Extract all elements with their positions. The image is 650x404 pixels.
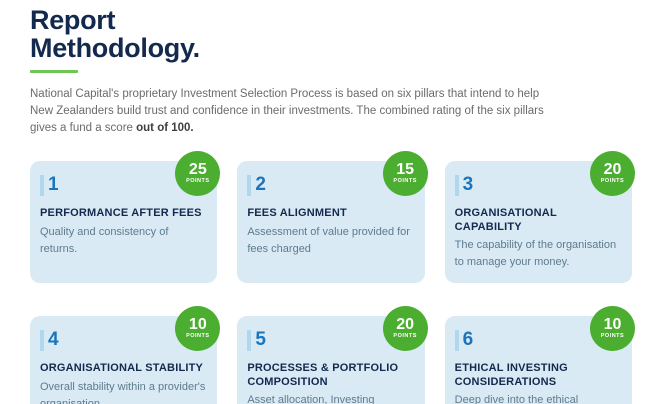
points-badge: 10 POINTS xyxy=(589,306,635,351)
pillar-description: Overall stability within a provider's or… xyxy=(40,380,206,404)
pillar-description: Deep dive into the ethical investing cla… xyxy=(454,394,579,404)
pillar-card-2: 15 POINTS 2 FEES ALIGNMENT Assessment of… xyxy=(237,151,428,283)
pillar-number: 1 xyxy=(48,174,59,195)
pillar-description: Quality and consistency of returns. xyxy=(40,225,169,255)
pillar-number: 6 xyxy=(462,329,474,350)
pillar-description: The capability of the organisation to ma… xyxy=(454,239,617,268)
pillar-title: FEES ALIGNMENT xyxy=(247,207,347,219)
page-title: Report Methodology. xyxy=(30,5,200,63)
points-badge: 20 POINTS xyxy=(382,306,428,351)
points-value: 25 xyxy=(188,161,207,178)
pillars-grid: 25 POINTS 1 PERFORMANCE AFTER FEES Quali… xyxy=(30,151,635,404)
points-badge: 15 POINTS xyxy=(382,151,428,196)
points-value: 10 xyxy=(188,316,207,333)
points-label: POINTS xyxy=(393,178,417,184)
pillar-title: ORGANISATIONAL CAPABILITY xyxy=(454,207,557,233)
points-label: POINTS xyxy=(186,333,210,339)
pillar-number-row: 3 xyxy=(454,174,620,196)
number-accent-bar xyxy=(454,175,459,196)
pillar-number-row: 1 xyxy=(40,174,205,196)
number-accent-bar xyxy=(40,175,44,196)
intro-paragraph: National Capital's proprietary Investmen… xyxy=(30,86,630,137)
points-label: POINTS xyxy=(393,333,417,339)
pillar-description: Assessment of value provided for fees ch… xyxy=(247,225,410,255)
intro-text: National Capital's proprietary Investmen… xyxy=(30,88,544,134)
points-label: POINTS xyxy=(600,178,625,184)
pillar-number: 5 xyxy=(255,329,266,350)
points-badge: 10 POINTS xyxy=(175,306,221,351)
pillar-description: Asset allocation, Investing process and … xyxy=(247,394,375,404)
number-accent-bar xyxy=(454,330,459,351)
pillar-title: ORGANISATIONAL STABILITY xyxy=(40,362,204,374)
pillar-card-4: 10 POINTS 4 ORGANISATIONAL STABILITY Ove… xyxy=(30,306,221,404)
pillar-number-row: 4 xyxy=(40,329,205,351)
pillar-card-3: 20 POINTS 3 ORGANISATIONAL CAPABILITY Th… xyxy=(444,151,635,283)
pillar-card-6: 10 POINTS 6 ETHICAL INVESTING CONSIDERAT… xyxy=(444,306,635,404)
number-accent-bar xyxy=(247,330,252,351)
pillar-number: 4 xyxy=(48,329,59,350)
pillar-card-5: 20 POINTS 5 PROCESSES & PORTFOLIO COMPOS… xyxy=(237,306,428,404)
number-accent-bar xyxy=(247,175,252,196)
intro-bold-text: out of 100. xyxy=(136,122,194,134)
pillar-card-1: 25 POINTS 1 PERFORMANCE AFTER FEES Quali… xyxy=(30,151,221,283)
pillar-title: ETHICAL INVESTING CONSIDERATIONS xyxy=(454,362,568,388)
pillar-number: 3 xyxy=(462,174,474,195)
points-value: 15 xyxy=(396,161,415,178)
points-badge: 25 POINTS xyxy=(175,151,221,196)
points-label: POINTS xyxy=(186,178,210,184)
points-label: POINTS xyxy=(600,333,625,339)
pillar-number-row: 2 xyxy=(247,174,412,196)
pillar-number-row: 6 xyxy=(454,329,620,351)
points-badge: 20 POINTS xyxy=(589,151,635,196)
points-value: 10 xyxy=(603,316,622,333)
number-accent-bar xyxy=(40,330,44,351)
pillar-number: 2 xyxy=(255,174,266,195)
pillar-title: PROCESSES & PORTFOLIO COMPOSITION xyxy=(247,362,399,388)
pillar-number-row: 5 xyxy=(247,329,412,351)
pillar-title: PERFORMANCE AFTER FEES xyxy=(40,207,202,219)
title-divider xyxy=(30,70,78,73)
points-value: 20 xyxy=(396,316,415,333)
points-value: 20 xyxy=(603,161,622,178)
